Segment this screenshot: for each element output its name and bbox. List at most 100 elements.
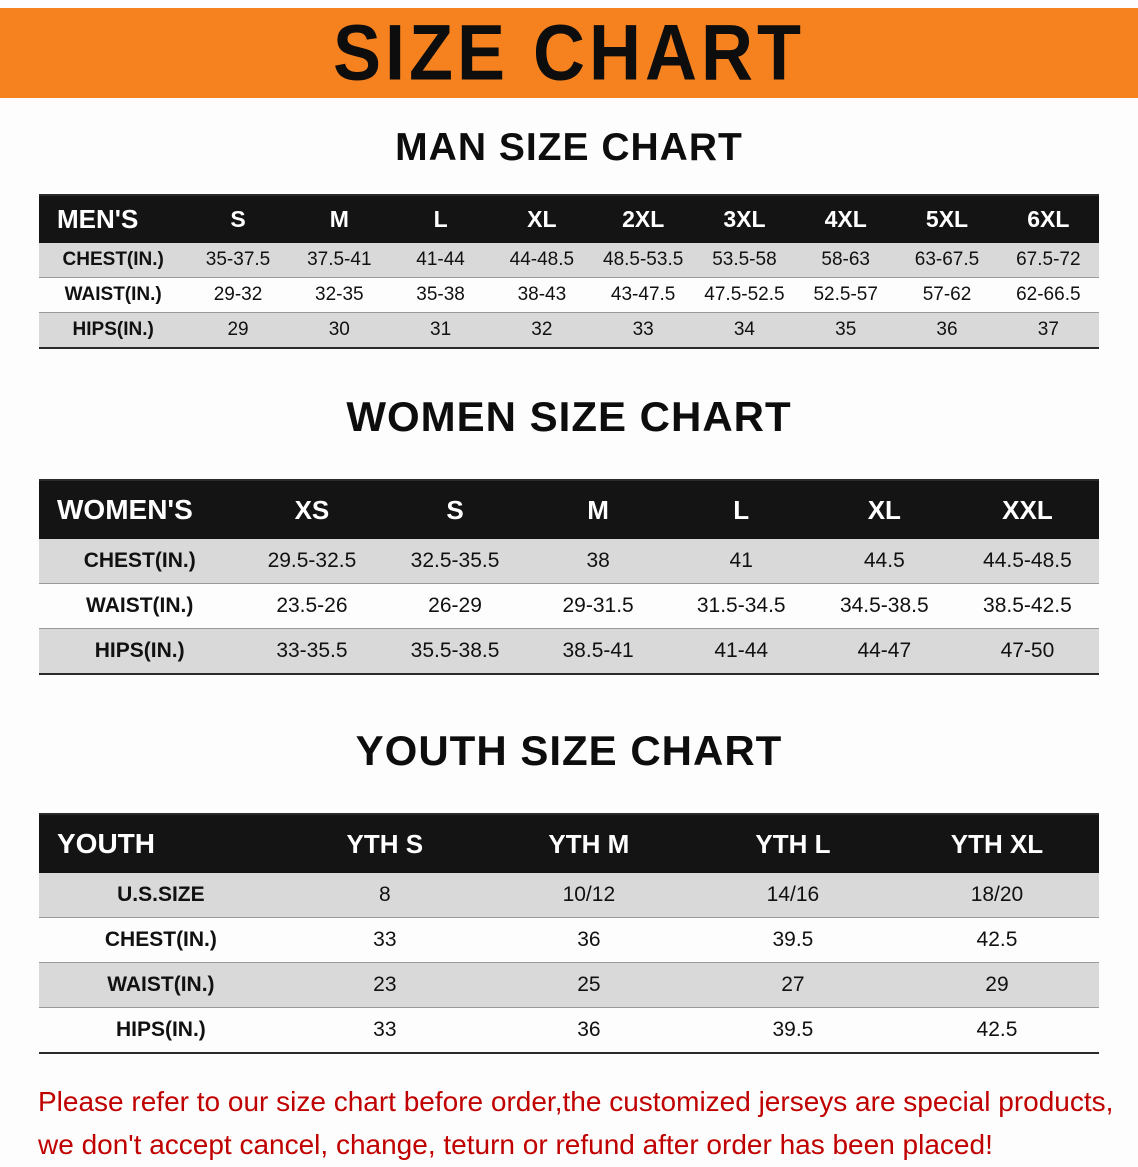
size-value-cell: 38.5-42.5 (955, 583, 1099, 629)
size-value-cell: 23.5-26 (240, 583, 384, 629)
table-row: CHEST(IN.) 29.5-32.5 32.5-35.5 38 41 44.5 44.5… (39, 539, 1099, 584)
size-value-cell: 38.5-41 (562, 639, 634, 662)
size-column-header: S (187, 195, 289, 243)
size-value-cell: 23 (282, 962, 487, 1008)
table-title-cell: MEN'S (39, 195, 188, 243)
size-value-cell: 44.5 (812, 539, 956, 584)
table-header-row: MEN'S S M L XL 2XL 3XL 4XL 5XL 6XL (39, 195, 1099, 243)
women-size-section: WOMEN SIZE CHART WOMEN'S XS S M L XL XXL CHEST(… (0, 393, 1138, 675)
man-size-heading: MAN SIZE CHART (395, 126, 743, 169)
row-label: U.S.SIZE (39, 873, 283, 918)
size-value-cell: 47.5-52.5 (693, 277, 796, 313)
size-column-header: M (526, 480, 670, 539)
size-value-cell: 36 (577, 1018, 601, 1041)
size-value-cell: 26-29 (383, 583, 527, 629)
size-value-cell: 33-35.5 (276, 639, 348, 662)
size-column-header: XL (491, 195, 593, 243)
size-column-header: YTH S (282, 814, 487, 873)
size-value-cell: 8 (282, 873, 487, 918)
size-value-cell: 37 (1037, 319, 1059, 340)
size-value-cell: 35-38 (389, 277, 492, 313)
size-column-header: XXL (955, 480, 1099, 539)
size-value-cell: 27 (690, 962, 895, 1008)
row-label: CHEST(IN.) (39, 917, 283, 963)
size-column-header: YTH M (486, 814, 691, 873)
size-value-cell: 39.5 (772, 1018, 814, 1041)
table-row: CHEST(IN.) 33 36 39.5 42.5 (39, 917, 1099, 963)
size-value-cell: 30 (328, 319, 350, 340)
size-value-cell: 41-44 (389, 243, 492, 278)
size-value-cell: 63-67.5 (896, 243, 998, 278)
size-value-cell: 33 (632, 319, 654, 340)
size-column-header: L (669, 480, 813, 539)
women-size-heading: WOMEN SIZE CHART (346, 393, 792, 440)
size-value-cell: 32 (531, 319, 553, 340)
size-column-header: YTH L (690, 814, 895, 873)
size-value-cell: 10/12 (486, 873, 691, 918)
row-label: HIPS(IN.) (94, 639, 185, 662)
size-value-cell: 67.5-72 (997, 243, 1099, 278)
table-row: WAIST(IN.) 23.5-26 26-29 29-31.5 31.5-34.5 34… (39, 583, 1099, 629)
size-value-cell: 29.5-32.5 (240, 539, 384, 584)
size-value-cell: 58-63 (795, 243, 897, 278)
women-size-table: WOMEN'S XS S M L XL XXL CHEST(IN.) 29.5-32.5 32.5… (39, 479, 1099, 675)
row-label: CHEST(IN.) (39, 539, 241, 584)
size-value-cell: 35 (835, 319, 857, 340)
size-value-cell: 36 (486, 917, 691, 963)
size-value-cell: 44-48.5 (491, 243, 593, 278)
size-value-cell: 33 (282, 917, 487, 963)
size-value-cell: 62-66.5 (997, 277, 1099, 313)
disclaimer: Please refer to our size chart before or… (38, 1080, 1120, 1167)
size-value-cell: 41 (669, 539, 813, 584)
youth-size-heading: YOUTH SIZE CHART (355, 727, 783, 774)
size-column-header: S (383, 480, 527, 539)
table-row: HIPS(IN.) 33-35.5 35.5-38.5 38.5-41 41-44 44-… (39, 628, 1099, 674)
size-value-cell: 47-50 (1000, 639, 1055, 662)
size-value-cell: 31 (430, 319, 452, 340)
size-column-header: 6XL (997, 195, 1099, 243)
size-value-cell: 25 (486, 962, 691, 1008)
size-value-cell: 44.5-48.5 (955, 539, 1099, 584)
row-label: WAIST(IN.) (39, 277, 188, 313)
row-label: CHEST(IN.) (39, 243, 188, 278)
man-size-section: MAN SIZE CHART MEN'S S M L XL 2XL 3XL 4XL 5XL 6XL… (0, 126, 1138, 349)
disclaimer-line: Please refer to our size chart before or… (38, 1086, 1114, 1117)
size-value-cell: 43-47.5 (592, 277, 694, 313)
man-size-table: MEN'S S M L XL 2XL 3XL 4XL 5XL 6XL CHEST(IN.) 35-37… (39, 194, 1099, 349)
row-label: WAIST(IN.) (39, 583, 241, 629)
size-value-cell: 37.5-41 (288, 243, 390, 278)
table-row: CHEST(IN.) 35-37.5 37.5-41 41-44 44-48.5 48.5… (39, 243, 1099, 278)
table-row: HIPS(IN.) 29 30 31 32 33 34 35 36 37 (39, 312, 1099, 348)
size-column-header: YTH XL (894, 814, 1099, 873)
size-value-cell: 34.5-38.5 (812, 583, 956, 629)
size-value-cell: 48.5-53.5 (592, 243, 694, 278)
size-column-header: 3XL (693, 195, 796, 243)
size-column-header: 2XL (592, 195, 694, 243)
row-label: HIPS(IN.) (72, 319, 154, 340)
banner: SIZE CHART (0, 8, 1138, 98)
table-row: HIPS(IN.) 33 36 39.5 42.5 (39, 1008, 1099, 1054)
size-value-cell: 32-35 (288, 277, 390, 313)
size-value-cell: 14/16 (690, 873, 895, 918)
youth-size-section: YOUTH SIZE CHART YOUTH YTH S YTH M YTH L YTH… (0, 727, 1138, 1054)
size-column-header: XL (812, 480, 956, 539)
row-label: HIPS(IN.) (115, 1018, 206, 1041)
table-title-cell: YOUTH (39, 814, 283, 873)
size-value-cell: 41-44 (714, 639, 769, 662)
size-value-cell: 29 (894, 962, 1099, 1008)
size-value-cell: 42.5 (894, 917, 1099, 963)
table-header-row: YOUTH YTH S YTH M YTH L YTH XL (39, 814, 1099, 873)
row-label: WAIST(IN.) (39, 962, 283, 1008)
disclaimer-line: we don't accept cancel, change, teturn o… (38, 1129, 993, 1161)
youth-size-table: YOUTH YTH S YTH M YTH L YTH XL U.S.SIZE 8 10/12… (39, 813, 1099, 1054)
size-value-cell: 32.5-35.5 (383, 539, 527, 584)
table-row: U.S.SIZE 8 10/12 14/16 18/20 (39, 873, 1099, 918)
table-row: WAIST(IN.) 23 25 27 29 (39, 962, 1099, 1008)
size-chart-page: SIZE CHART MAN SIZE CHART MEN'S S M L XL 2XL 3… (0, 8, 1138, 1167)
size-value-cell: 42.5 (976, 1018, 1018, 1041)
page-title: SIZE CHART (333, 8, 805, 97)
size-value-cell: 36 (936, 319, 958, 340)
table-row: WAIST(IN.) 29-32 32-35 35-38 38-43 43-47.5 47.… (39, 277, 1099, 313)
size-column-header: 4XL (795, 195, 897, 243)
table-header-row: WOMEN'S XS S M L XL XXL (39, 480, 1099, 539)
